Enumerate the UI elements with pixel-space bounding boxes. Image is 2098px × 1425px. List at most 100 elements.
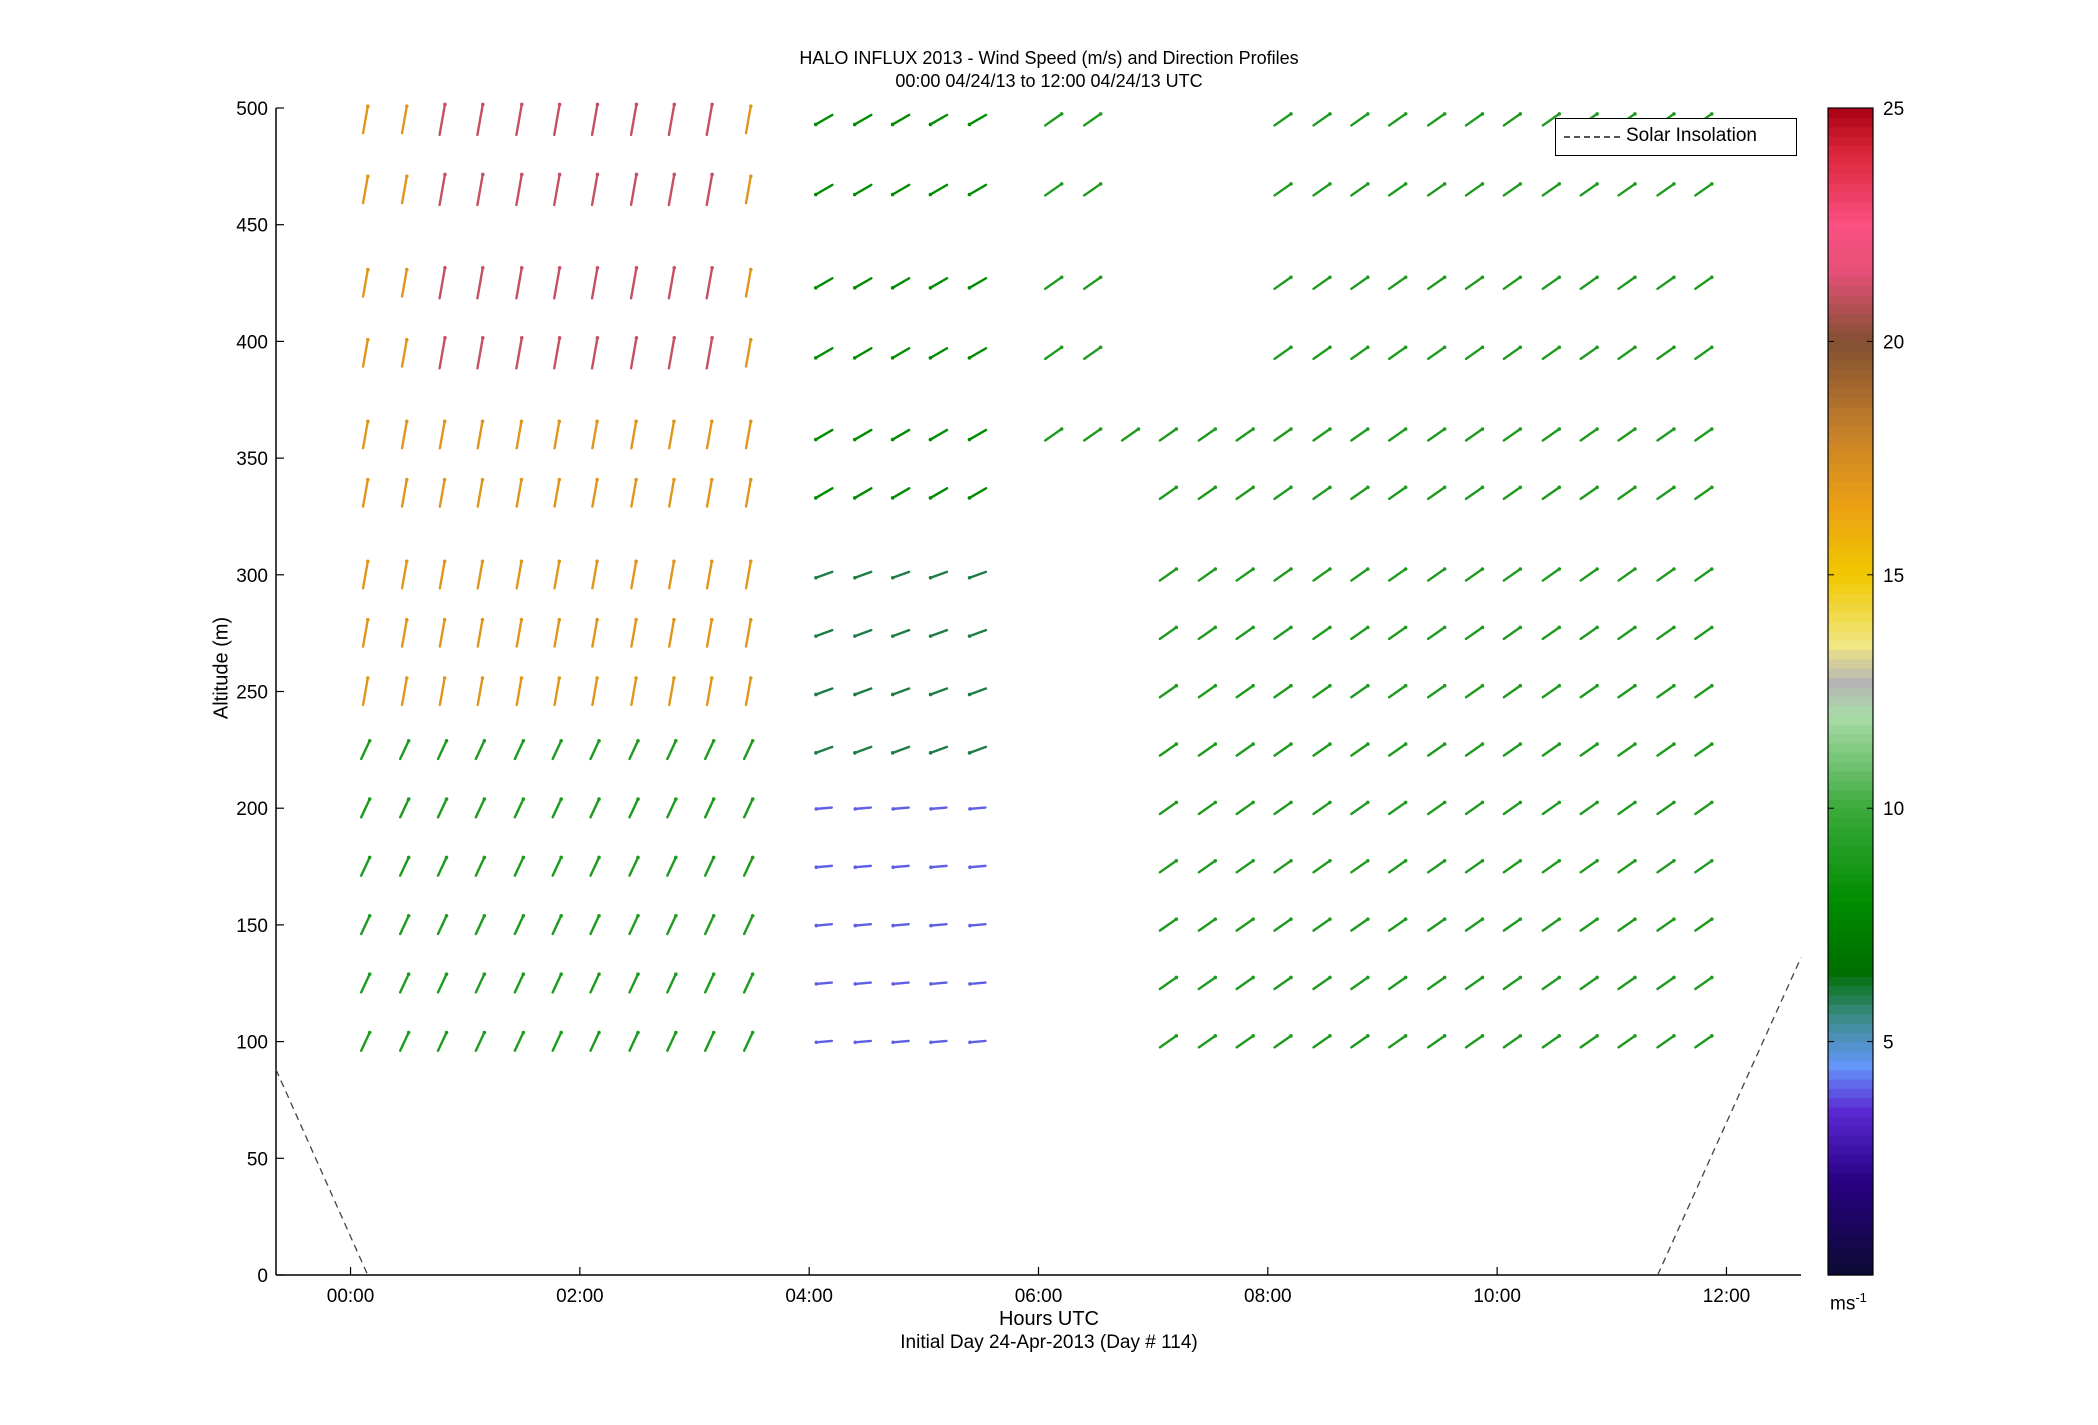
wind-barb (400, 420, 408, 450)
wind-barb-tip (482, 855, 487, 860)
wind-barb (1694, 276, 1713, 291)
wind-barb-tip (1251, 917, 1255, 921)
y-tick-label: 150 (236, 916, 268, 937)
wind-barb (1617, 801, 1637, 816)
wind-barb-tip (1672, 427, 1676, 431)
wind-barb-tip (1289, 683, 1293, 688)
colorbar-segment (1828, 472, 1873, 483)
wind-barb-tip (443, 266, 447, 270)
wind-barb (929, 487, 949, 500)
wind-barb (1273, 567, 1293, 582)
wind-barb-tip (813, 286, 818, 290)
wind-barb-tip (442, 676, 447, 680)
wind-barb (891, 745, 911, 755)
wind-barb (929, 745, 949, 755)
wind-barb (400, 618, 408, 648)
wind-barb-tip (636, 913, 640, 918)
wind-barb-tip (366, 477, 370, 482)
colorbar-segment (1828, 406, 1873, 417)
wind-barb (361, 420, 370, 450)
wind-barb (814, 628, 834, 638)
solar-insolation-line-right (1657, 957, 1802, 1276)
wind-barb-tip (366, 617, 370, 622)
wind-barb-tip (814, 751, 818, 755)
wind-barb (1579, 917, 1599, 932)
wind-barb-tip (1672, 345, 1676, 350)
colorbar-segment (1828, 929, 1873, 940)
wind-barb (742, 797, 754, 819)
wind-barb-tip (748, 559, 753, 564)
wind-barb-tip (521, 738, 526, 743)
wind-barb (1694, 346, 1713, 361)
wind-barb (1656, 182, 1676, 197)
wind-barb-tip (1518, 917, 1523, 921)
wind-barb (1350, 182, 1369, 197)
colorbar-segment (1828, 444, 1873, 455)
colorbar-segment (1828, 126, 1873, 137)
wind-barb-tip (1442, 683, 1447, 688)
colorbar-tick-label: 15 (1883, 566, 1904, 587)
wind-barb-tip (1174, 917, 1179, 921)
wind-barb-tip (1672, 112, 1676, 116)
wind-barb (1617, 182, 1637, 197)
wind-barb-tip (814, 575, 818, 580)
wind-barb (968, 981, 987, 986)
wind-barb (629, 173, 638, 207)
wind-barb (589, 797, 601, 819)
wind-barb-tip (1709, 182, 1714, 186)
wind-barb-tip (1672, 800, 1676, 805)
wind-barb-tip (1289, 1034, 1293, 1038)
colorbar-segment (1828, 117, 1873, 128)
wind-barb-tip (852, 437, 857, 442)
wind-barb (1197, 626, 1217, 641)
colorbar-segment (1828, 761, 1873, 772)
colorbar-segment (1828, 313, 1873, 324)
wind-barb-tip (482, 797, 487, 801)
wind-barb-tip (1442, 742, 1447, 746)
wind-barb (476, 676, 484, 707)
wind-barb-tip (1557, 683, 1562, 688)
wind-barb-tip (710, 336, 714, 340)
wind-barb-tip (1174, 1034, 1179, 1038)
colorbar-segment (1828, 537, 1873, 548)
wind-barb (1312, 917, 1332, 932)
wind-barb-tip (1289, 275, 1293, 280)
wind-barb-tip (1403, 1034, 1408, 1038)
wind-barb-tip (711, 738, 716, 743)
wind-barb-tip (1557, 975, 1562, 980)
wind-barb (436, 914, 448, 936)
colorbar-segment (1828, 518, 1873, 529)
wind-barb (1043, 276, 1063, 291)
colorbar-segment (1828, 724, 1873, 735)
colorbar-frame (1827, 107, 1874, 1276)
wind-barb (1197, 1034, 1217, 1049)
wind-barb-tip (928, 437, 933, 442)
wind-barb-tip (636, 972, 640, 976)
wind-barb-tip (1480, 858, 1485, 863)
wind-barb-tip (1213, 567, 1218, 571)
wind-barb (815, 806, 834, 811)
wind-barb (814, 687, 834, 696)
wind-barb (474, 972, 486, 994)
colorbar-segment (1828, 341, 1873, 352)
wind-barb (398, 972, 410, 994)
colorbar-segment (1828, 836, 1873, 847)
wind-barb (1694, 976, 1713, 991)
wind-barb-tip (1518, 742, 1523, 746)
wind-barb-tip (1672, 917, 1676, 921)
wind-barb (359, 797, 371, 819)
colorbar-segment (1828, 882, 1873, 893)
wind-barb-tip (1365, 683, 1370, 688)
wind-barb (891, 570, 911, 579)
wind-barb-tip (521, 855, 526, 860)
wind-barb-tip (1633, 182, 1637, 186)
wind-barb-tip (1403, 683, 1408, 688)
wind-barb-tip (443, 336, 447, 340)
wind-barb (1273, 917, 1293, 932)
wind-barb (705, 560, 713, 590)
wind-barb-tip (1174, 683, 1179, 688)
colorbar-tick-label: 10 (1883, 799, 1904, 820)
wind-barb (361, 478, 370, 508)
wind-barb (1502, 1034, 1522, 1049)
wind-barb (1197, 684, 1217, 699)
